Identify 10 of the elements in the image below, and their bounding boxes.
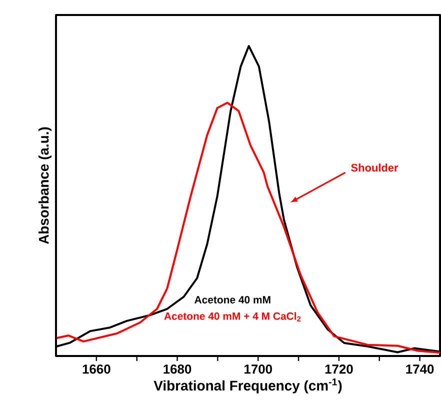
- series-label: Acetone 40 mM + 4 M CaCl$_{2}$: [164, 312, 301, 322]
- series-label: Acetone 40 mM: [194, 296, 270, 304]
- x-tick-label: 1700: [244, 364, 272, 374]
- x-tick-label: 1720: [325, 364, 353, 374]
- y-axis-title: Absorbance (a.u.): [38, 127, 52, 244]
- x-tick-label: 1660: [82, 364, 110, 374]
- x-tick-label: 1740: [406, 364, 434, 374]
- x-tick-label: 1680: [164, 364, 192, 374]
- annotation: Shoulder: [351, 164, 398, 172]
- x-axis-title: Vibrational Frequency (cm$^{-1}$): [154, 378, 342, 394]
